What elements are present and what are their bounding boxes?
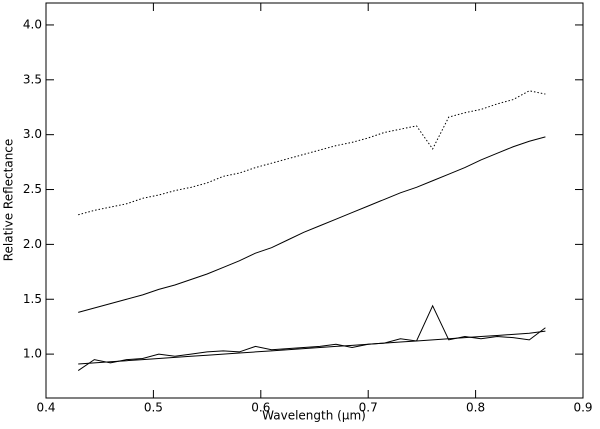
x-tick-label: 0.6 <box>251 401 270 415</box>
series-line <box>77 304 546 371</box>
series-line <box>78 90 546 216</box>
y-tick-label: 2.0 <box>23 237 42 251</box>
series-line <box>78 330 546 365</box>
y-axis-label: Relative Reflectance <box>2 139 16 262</box>
x-tick-label: 0.9 <box>573 401 592 415</box>
x-axis-label: Wavelength (μm) <box>262 409 366 423</box>
plot-frame <box>45 2 584 399</box>
y-tick-label: 4.0 <box>23 17 42 31</box>
y-tick-label: 1.5 <box>23 292 42 306</box>
x-tick-label: 0.8 <box>466 401 485 415</box>
x-tick-label: 0.5 <box>144 401 163 415</box>
x-tick-label: 0.4 <box>36 401 55 415</box>
y-tick-label: 3.5 <box>23 72 42 86</box>
x-tick-label: 0.7 <box>359 401 378 415</box>
y-tick-label: 2.5 <box>23 182 42 196</box>
y-tick-label: 1.0 <box>23 347 42 361</box>
series-line <box>78 136 546 313</box>
y-tick-label: 3.0 <box>23 127 42 141</box>
